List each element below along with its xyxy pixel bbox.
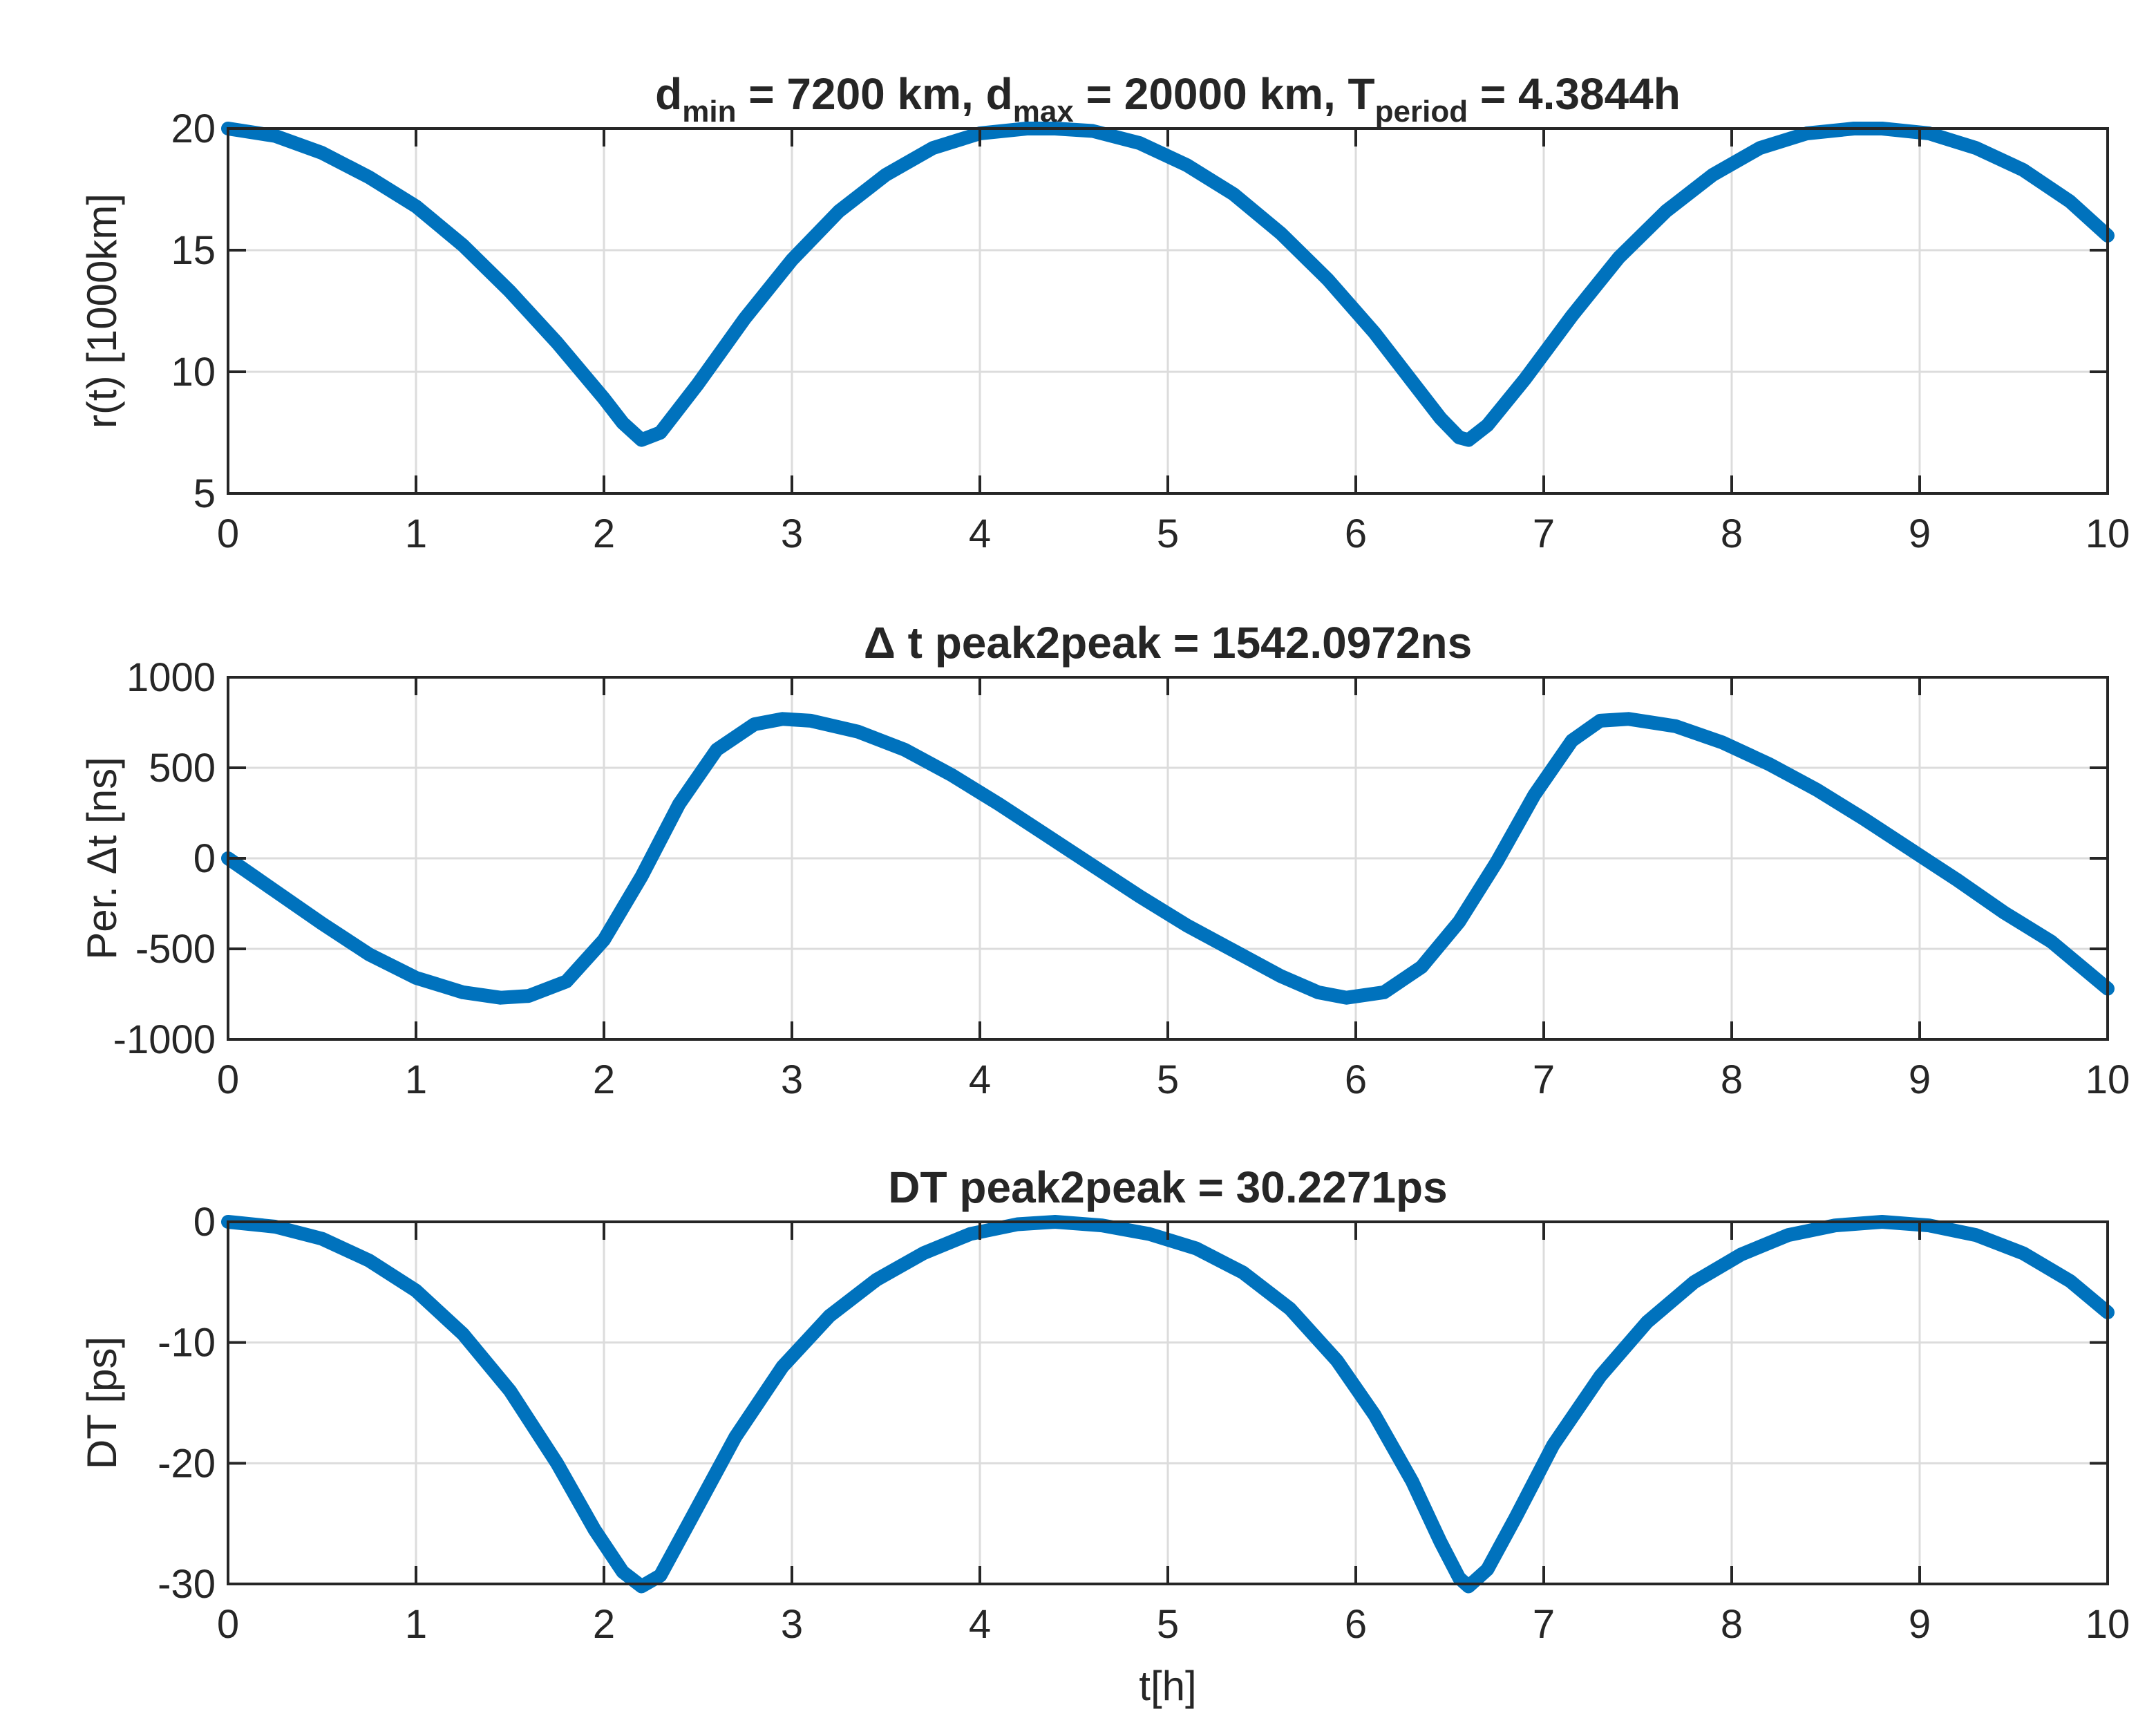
x-tick-label: 0 [217, 1602, 239, 1647]
x-tick-label: 3 [781, 511, 803, 556]
x-tick-label: 2 [593, 1602, 615, 1647]
y-axis-label: Per. Δt [ns] [79, 757, 125, 960]
x-tick-label: 8 [1721, 1057, 1743, 1102]
x-tick-label: 9 [1909, 1057, 1931, 1102]
x-tick-label: 5 [1157, 1602, 1179, 1647]
x-tick-label: 3 [781, 1602, 803, 1647]
x-tick-label: 10 [2086, 511, 2130, 556]
x-tick-label: 9 [1909, 1602, 1931, 1647]
x-tick-label: 1 [405, 511, 427, 556]
x-tick-label: 7 [1533, 1602, 1555, 1647]
y-tick-label: -20 [158, 1441, 216, 1486]
y-tick-label: 0 [193, 1200, 216, 1245]
series-line-1 [221, 1215, 2115, 1594]
x-tick-label: 8 [1721, 511, 1743, 556]
y-tick-label: 15 [171, 228, 216, 273]
y-axis-label: DT [ps] [79, 1337, 125, 1469]
subplot-3: 0 1 2 3 4 5 6 7 8 9 10 -30 -20 -10 0 DT [ps] t[h] DT peak… [79, 1162, 2130, 1709]
y-tick-label: 10 [171, 350, 216, 395]
x-axis-label: t[h] [1139, 1663, 1196, 1709]
y-tick-label: 20 [171, 106, 216, 151]
chart-title: dmin = 7200 km, dmax = 20000 km, Tperiod… [655, 69, 1681, 129]
series-line-1 [221, 122, 2115, 447]
x-tick-label: 6 [1345, 511, 1367, 556]
x-tick-label: 10 [2086, 1602, 2130, 1647]
x-tick-label: 8 [1721, 1602, 1743, 1647]
y-tick-label: -1000 [113, 1017, 216, 1062]
y-axis-label: r(t) [1000km] [79, 194, 125, 428]
subplot-2: 0 1 2 3 4 5 6 7 8 9 10 -1000 -500 0 500 1000 Per. Δt [ns… [79, 618, 2130, 1102]
y-tick-label: 5 [193, 471, 216, 516]
x-tick-label: 0 [217, 1057, 239, 1102]
x-tick-label: 7 [1533, 511, 1555, 556]
x-tick-label: 1 [405, 1602, 427, 1647]
chart-title: Δ t peak2peak = 1542.0972ns [864, 618, 1472, 668]
x-tick-label: 10 [2086, 1057, 2130, 1102]
y-tick-label: 1000 [126, 655, 216, 700]
subplot-1: 0 1 2 3 4 5 6 7 8 9 10 5 10 15 20 r(t) [1000km] dmin = 7… [79, 69, 2130, 556]
x-tick-label: 4 [969, 1602, 991, 1647]
y-tick-label: -30 [158, 1562, 216, 1607]
y-tick-label: -10 [158, 1321, 216, 1366]
y-tick-label: 0 [193, 836, 216, 881]
x-tick-label: 1 [405, 1057, 427, 1102]
y-tick-label: 500 [149, 746, 216, 791]
x-tick-label: 9 [1909, 511, 1931, 556]
x-tick-label: 3 [781, 1057, 803, 1102]
x-tick-label: 2 [593, 1057, 615, 1102]
x-tick-label: 5 [1157, 1057, 1179, 1102]
x-tick-label: 0 [217, 511, 239, 556]
chart-title: DT peak2peak = 30.2271ps [888, 1162, 1447, 1212]
x-tick-label: 4 [969, 511, 991, 556]
series-line-1 [221, 712, 2115, 1005]
x-tick-label: 4 [969, 1057, 991, 1102]
x-tick-label: 5 [1157, 511, 1179, 556]
y-tick-label: -500 [135, 927, 216, 972]
x-tick-label: 2 [593, 511, 615, 556]
x-tick-label: 6 [1345, 1602, 1367, 1647]
x-tick-label: 6 [1345, 1057, 1367, 1102]
x-tick-label: 7 [1533, 1057, 1555, 1102]
